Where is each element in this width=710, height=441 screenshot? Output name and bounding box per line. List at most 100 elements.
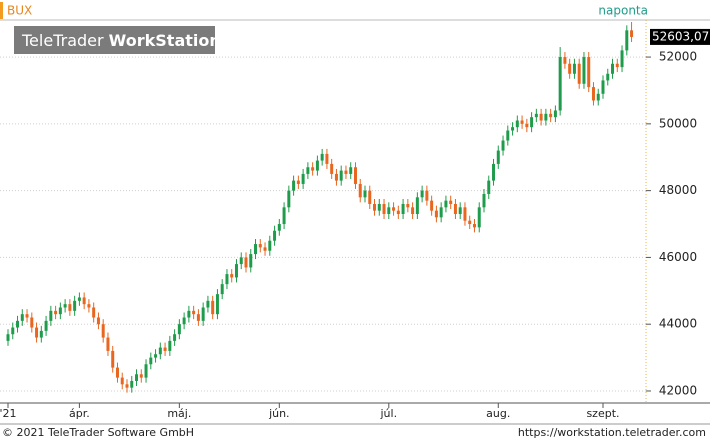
candle-body [30, 317, 34, 328]
x-tick-label: szept. [586, 407, 619, 420]
candle-body [225, 274, 229, 285]
candle-body [492, 163, 496, 181]
candle-body [415, 197, 419, 215]
candle-body [406, 203, 410, 208]
candle-body [520, 120, 524, 124]
candle-body [73, 300, 77, 311]
candle-body [420, 190, 424, 198]
candle-body [301, 173, 305, 184]
candle-body [135, 374, 139, 381]
candle-body [292, 180, 296, 191]
candle-body [434, 210, 438, 218]
candle-body [525, 123, 529, 128]
candle-body [320, 153, 324, 161]
candle-body [234, 264, 238, 278]
candle-body [130, 380, 134, 388]
candle-body [396, 210, 400, 215]
x-tick-label: jún. [268, 407, 290, 420]
candle-body [315, 160, 319, 171]
candle-body [477, 207, 481, 228]
candle-body [158, 347, 162, 355]
watermark-product: WorkStation [109, 31, 221, 50]
candle-body [77, 297, 81, 301]
candle-body [382, 203, 386, 215]
candle-body [87, 304, 91, 308]
candle-body [306, 167, 310, 174]
candle-body [572, 63, 576, 74]
candle-body [368, 190, 372, 204]
y-tick-label: 44000 [659, 317, 697, 331]
watermark-brand: TeleTrader [21, 31, 104, 50]
x-tick-label: '21 [0, 407, 17, 420]
candle-body [582, 57, 586, 84]
series-marker [0, 2, 3, 19]
chart-title: BUX [7, 4, 32, 18]
candle-body [68, 304, 72, 311]
candle-body [173, 334, 177, 341]
candle-body [263, 247, 267, 251]
y-tick-label: 46000 [659, 250, 697, 264]
candle-body [182, 317, 186, 325]
candle-body [106, 337, 110, 351]
candle-body [20, 314, 24, 321]
candle-body [287, 190, 291, 208]
candle-body [215, 294, 219, 315]
candle-body [620, 50, 624, 68]
candle-body [58, 307, 62, 315]
candle-body [353, 167, 357, 184]
candle-body [101, 324, 105, 338]
candle-body [625, 30, 629, 51]
y-tick-label: 52000 [659, 50, 697, 64]
candle-body [482, 193, 486, 208]
candle-body [387, 207, 391, 215]
candle-body [49, 310, 53, 321]
candle-body [35, 327, 39, 338]
candle-body [430, 200, 434, 211]
candle-body [277, 224, 281, 231]
candle-body [577, 63, 581, 84]
y-tick-label: 48000 [659, 183, 697, 197]
last-value-label: 52603,078 [652, 29, 710, 43]
candle-body [534, 113, 538, 118]
watermark-box [14, 26, 215, 54]
candle-body [201, 307, 205, 321]
candle-body [615, 63, 619, 68]
candles [6, 22, 634, 393]
candle-body [111, 350, 115, 368]
x-tick-label: máj. [167, 407, 191, 420]
candle-body [344, 170, 348, 174]
candle-body [149, 357, 153, 365]
candle-body [6, 334, 10, 341]
candle-body [587, 57, 591, 88]
candle-body [591, 87, 595, 101]
x-tick-label: ápr. [69, 407, 90, 420]
candle-body [558, 57, 562, 111]
candle-body [568, 63, 572, 74]
candle-body [311, 167, 315, 171]
candle-body [92, 307, 96, 318]
candle-body [339, 170, 343, 181]
candle-body [139, 374, 143, 378]
candle-body [187, 310, 191, 318]
candle-body [325, 153, 329, 164]
candle-body [115, 367, 119, 378]
candle-body [630, 30, 634, 37]
candle-body [458, 207, 462, 215]
candle-body [120, 377, 124, 385]
candle-body [63, 304, 67, 308]
candle-body [425, 190, 429, 201]
candle-body [463, 207, 467, 221]
candle-body [282, 207, 286, 225]
candle-body [539, 113, 543, 121]
footer-url: https://workstation.teletrader.com [518, 426, 706, 439]
y-tick-label: 42000 [659, 383, 697, 397]
candle-body [273, 230, 277, 241]
candle-body [468, 220, 472, 225]
last-value-box [650, 28, 710, 45]
candle-body [125, 384, 129, 388]
candle-body [54, 310, 58, 315]
candle-body [11, 327, 15, 335]
candle-body [296, 180, 300, 184]
candle-body [96, 317, 100, 325]
